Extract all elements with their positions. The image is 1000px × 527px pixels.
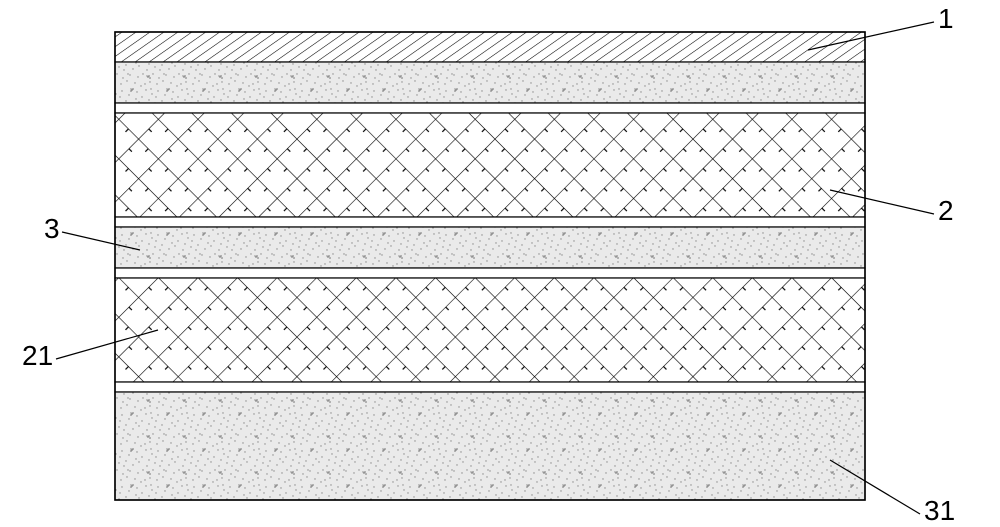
divider-d bbox=[115, 382, 865, 392]
divider-c bbox=[115, 268, 865, 278]
callout-label-21: 21 bbox=[22, 340, 53, 371]
callout-label-31: 31 bbox=[924, 495, 955, 526]
layer-stack bbox=[115, 32, 865, 500]
layer-1-hatch bbox=[115, 32, 865, 62]
layer-21-crosshatch bbox=[115, 278, 865, 382]
layer-stipple-a bbox=[115, 62, 865, 103]
layer-31-stipple bbox=[115, 392, 865, 500]
callout-label-2: 2 bbox=[938, 195, 954, 226]
divider-b bbox=[115, 217, 865, 227]
layer-3-stipple bbox=[115, 227, 865, 268]
divider-a bbox=[115, 103, 865, 113]
callout-label-3: 3 bbox=[44, 213, 60, 244]
layer-2-crosshatch bbox=[115, 113, 865, 217]
callout-label-1: 1 bbox=[938, 3, 954, 34]
